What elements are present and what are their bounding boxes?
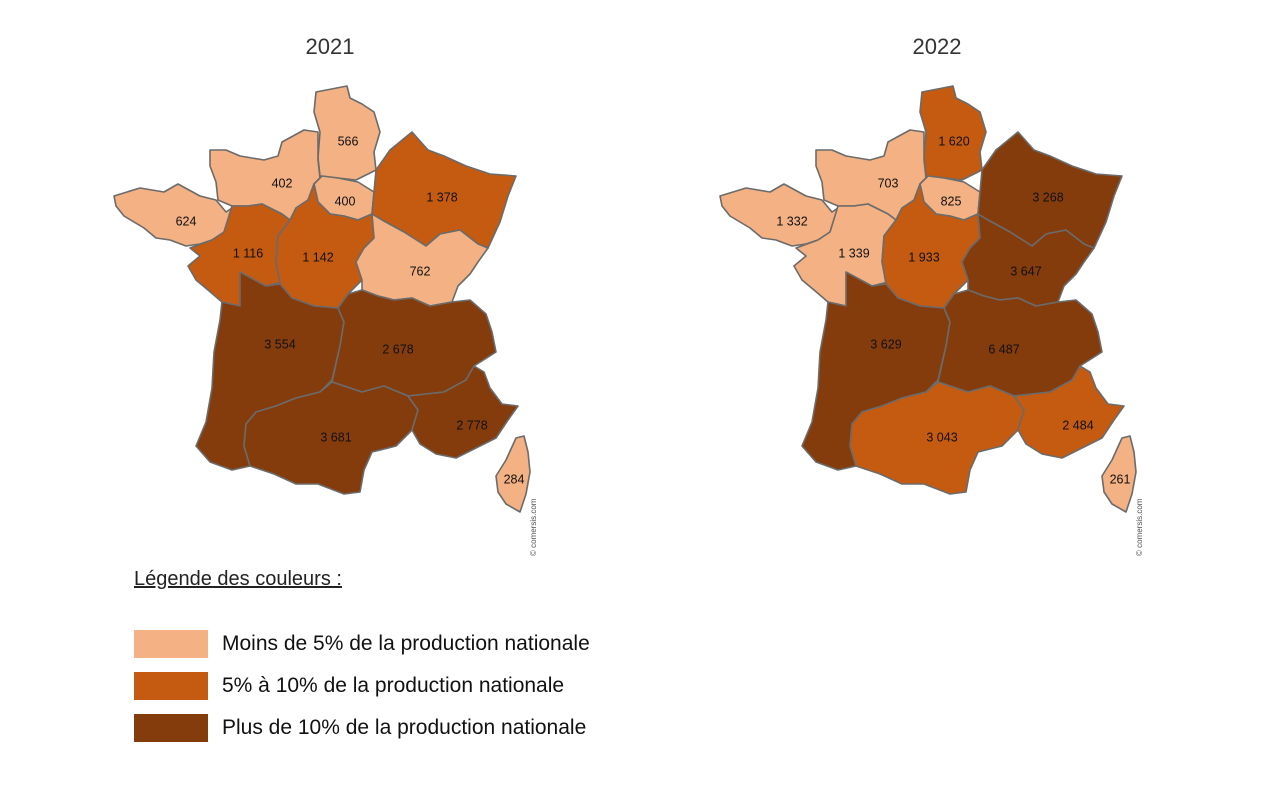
region-value-auvergne-rhone-alpes: 2 678 [382,342,413,356]
map-title-2021: 2021 [305,34,355,59]
region-bourgogne-franche-comte [355,213,489,307]
legend-title: Légende des couleurs : [134,568,342,590]
region-value-hauts-de-france: 566 [338,134,359,148]
map-2022: 1 620 703 825 3 268 1 332 1 339 1 933 3 647 3 62… [719,85,1144,556]
region-corse [495,435,531,513]
region-value-corse: 284 [504,472,525,486]
region-corse [1101,435,1137,513]
region-value-nouvelle-aquitaine: 3 554 [264,337,295,351]
legend-swatch-mid [134,672,208,700]
legend-swatch-high [134,714,208,742]
legend-label-mid: 5% à 10% de la production nationale [222,674,565,697]
region-value-centre-val-de-loire: 1 933 [908,250,939,264]
legend-label-high: Plus de 10% de la production nationale [222,716,587,739]
region-value-auvergne-rhone-alpes: 6 487 [988,342,1019,356]
map-title-2022: 2022 [912,34,962,59]
watermark-text: © comersis.com [529,498,538,556]
region-value-corse: 261 [1110,472,1131,486]
region-value-bretagne: 1 332 [776,214,807,228]
legend-item-high: Plus de 10% de la production nationale [134,713,694,743]
region-bretagne [113,183,233,247]
region-value-occitanie: 3 681 [320,430,351,444]
region-value-pays-de-la-loire: 1 339 [838,246,869,260]
region-value-grand-est: 1 378 [426,190,457,204]
color-legend: Légende des couleurs : Moins de 5% de la… [134,568,694,755]
watermark-text: © comersis.com [1135,498,1144,556]
legend-item-low: Moins de 5% de la production nationale [134,629,694,659]
region-value-grand-est: 3 268 [1032,190,1063,204]
region-hauts-de-france [313,85,381,181]
region-hauts-de-france [919,85,987,181]
region-value-normandie: 402 [272,176,293,190]
region-occitanie [243,381,419,495]
region-value-bourgogne-franche-comte: 762 [410,264,431,278]
legend-swatch-low [134,630,208,658]
region-provence-alpes-cote-d-azur [407,365,519,459]
region-value-nouvelle-aquitaine: 3 629 [870,337,901,351]
region-value-pays-de-la-loire: 1 116 [233,246,263,260]
region-value-centre-val-de-loire: 1 142 [302,250,333,264]
region-value-bretagne: 624 [176,214,197,228]
region-value-ile-de-france: 400 [335,194,356,208]
region-bourgogne-franche-comte [961,213,1095,307]
region-value-occitanie: 3 043 [926,430,957,444]
region-value-provence-alpes-cote-d-azur: 2 484 [1062,418,1093,432]
region-value-normandie: 703 [878,176,899,190]
legend-item-mid: 5% à 10% de la production nationale [134,671,694,701]
region-value-ile-de-france: 825 [941,194,962,208]
region-value-bourgogne-franche-comte: 3 647 [1010,264,1041,278]
region-value-provence-alpes-cote-d-azur: 2 778 [456,418,487,432]
legend-label-low: Moins de 5% de la production nationale [222,632,590,655]
region-value-hauts-de-france: 1 620 [938,134,969,148]
region-provence-alpes-cote-d-azur [1013,365,1125,459]
region-occitanie [849,381,1025,495]
map-2021: 566 402 400 1 378 624 1 116 1 142 762 3 554 2 678… [113,85,538,556]
